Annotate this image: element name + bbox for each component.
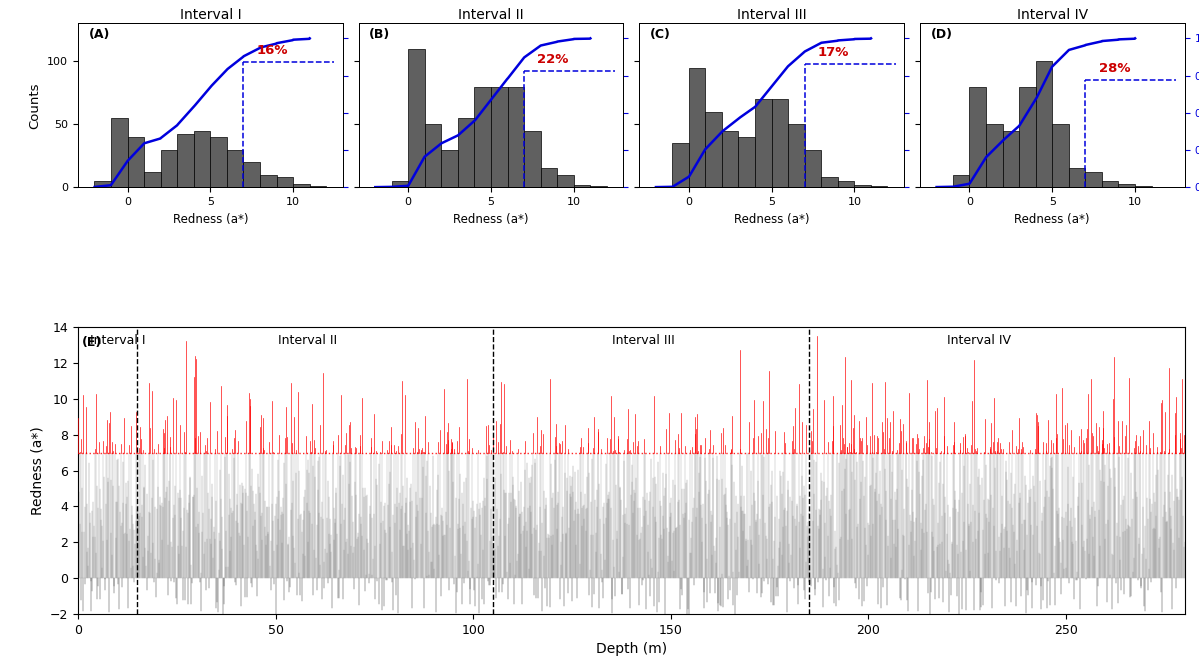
Text: 28%: 28% <box>1098 62 1131 75</box>
Bar <box>656 186 673 187</box>
Bar <box>177 134 194 187</box>
Bar <box>243 162 260 187</box>
Title: Interval II: Interval II <box>458 8 524 22</box>
Bar <box>194 131 210 187</box>
Text: (C): (C) <box>650 28 670 42</box>
Bar <box>127 137 144 187</box>
Text: 16%: 16% <box>257 44 288 57</box>
Bar <box>705 112 722 187</box>
Bar <box>1068 168 1085 187</box>
Bar <box>458 118 475 187</box>
Text: Interval II: Interval II <box>278 334 337 348</box>
Text: (D): (D) <box>930 28 952 42</box>
Text: (B): (B) <box>369 28 391 42</box>
Bar <box>1085 172 1102 187</box>
Bar <box>788 124 805 187</box>
Bar <box>408 49 424 187</box>
Bar <box>558 174 573 187</box>
Bar <box>260 174 277 187</box>
Bar <box>1135 186 1151 187</box>
Bar <box>1119 184 1135 187</box>
Bar <box>1053 124 1068 187</box>
Bar <box>805 150 821 187</box>
X-axis label: Redness (a*): Redness (a*) <box>453 213 529 225</box>
Bar <box>986 124 1002 187</box>
Bar <box>210 137 227 187</box>
Bar <box>95 181 112 187</box>
X-axis label: Depth (m): Depth (m) <box>596 642 667 656</box>
Bar <box>392 181 408 187</box>
Bar <box>590 186 607 187</box>
Bar <box>309 186 326 187</box>
Text: 22%: 22% <box>537 53 568 66</box>
X-axis label: Redness (a*): Redness (a*) <box>1014 213 1090 225</box>
Bar <box>573 185 590 187</box>
Bar <box>953 174 970 187</box>
X-axis label: Redness (a*): Redness (a*) <box>734 213 809 225</box>
Bar <box>870 186 887 187</box>
Bar <box>293 184 309 187</box>
Bar <box>936 186 953 187</box>
Bar <box>541 168 558 187</box>
Title: Interval IV: Interval IV <box>1017 8 1087 22</box>
Bar <box>673 144 689 187</box>
Text: (A): (A) <box>89 28 110 42</box>
Bar <box>1002 131 1019 187</box>
Bar <box>144 172 161 187</box>
Bar <box>838 181 855 187</box>
Bar <box>375 186 392 187</box>
Bar <box>507 87 524 187</box>
Text: Interval I: Interval I <box>90 334 145 348</box>
Bar <box>441 150 458 187</box>
Y-axis label: Redness (a*): Redness (a*) <box>30 426 44 515</box>
X-axis label: Redness (a*): Redness (a*) <box>173 213 248 225</box>
Bar <box>227 150 243 187</box>
Bar <box>490 87 507 187</box>
Bar <box>821 177 838 187</box>
Bar <box>524 131 541 187</box>
Text: Interval IV: Interval IV <box>947 334 1011 348</box>
Bar <box>112 118 127 187</box>
Bar <box>739 137 755 187</box>
Bar <box>1019 87 1036 187</box>
Bar <box>689 68 705 187</box>
Bar <box>772 99 788 187</box>
Bar <box>475 87 490 187</box>
Bar <box>722 131 739 187</box>
Bar <box>424 124 441 187</box>
Bar <box>1102 181 1119 187</box>
Title: Interval I: Interval I <box>180 8 241 22</box>
Title: Interval III: Interval III <box>736 8 807 22</box>
Bar <box>277 177 293 187</box>
Bar <box>161 150 177 187</box>
Y-axis label: Counts: Counts <box>29 82 42 129</box>
Bar <box>1036 61 1053 187</box>
Text: (E): (E) <box>83 336 103 349</box>
Bar <box>970 87 986 187</box>
Bar <box>855 185 870 187</box>
Bar <box>755 99 772 187</box>
Text: Interval III: Interval III <box>611 334 675 348</box>
Text: 17%: 17% <box>818 46 849 58</box>
